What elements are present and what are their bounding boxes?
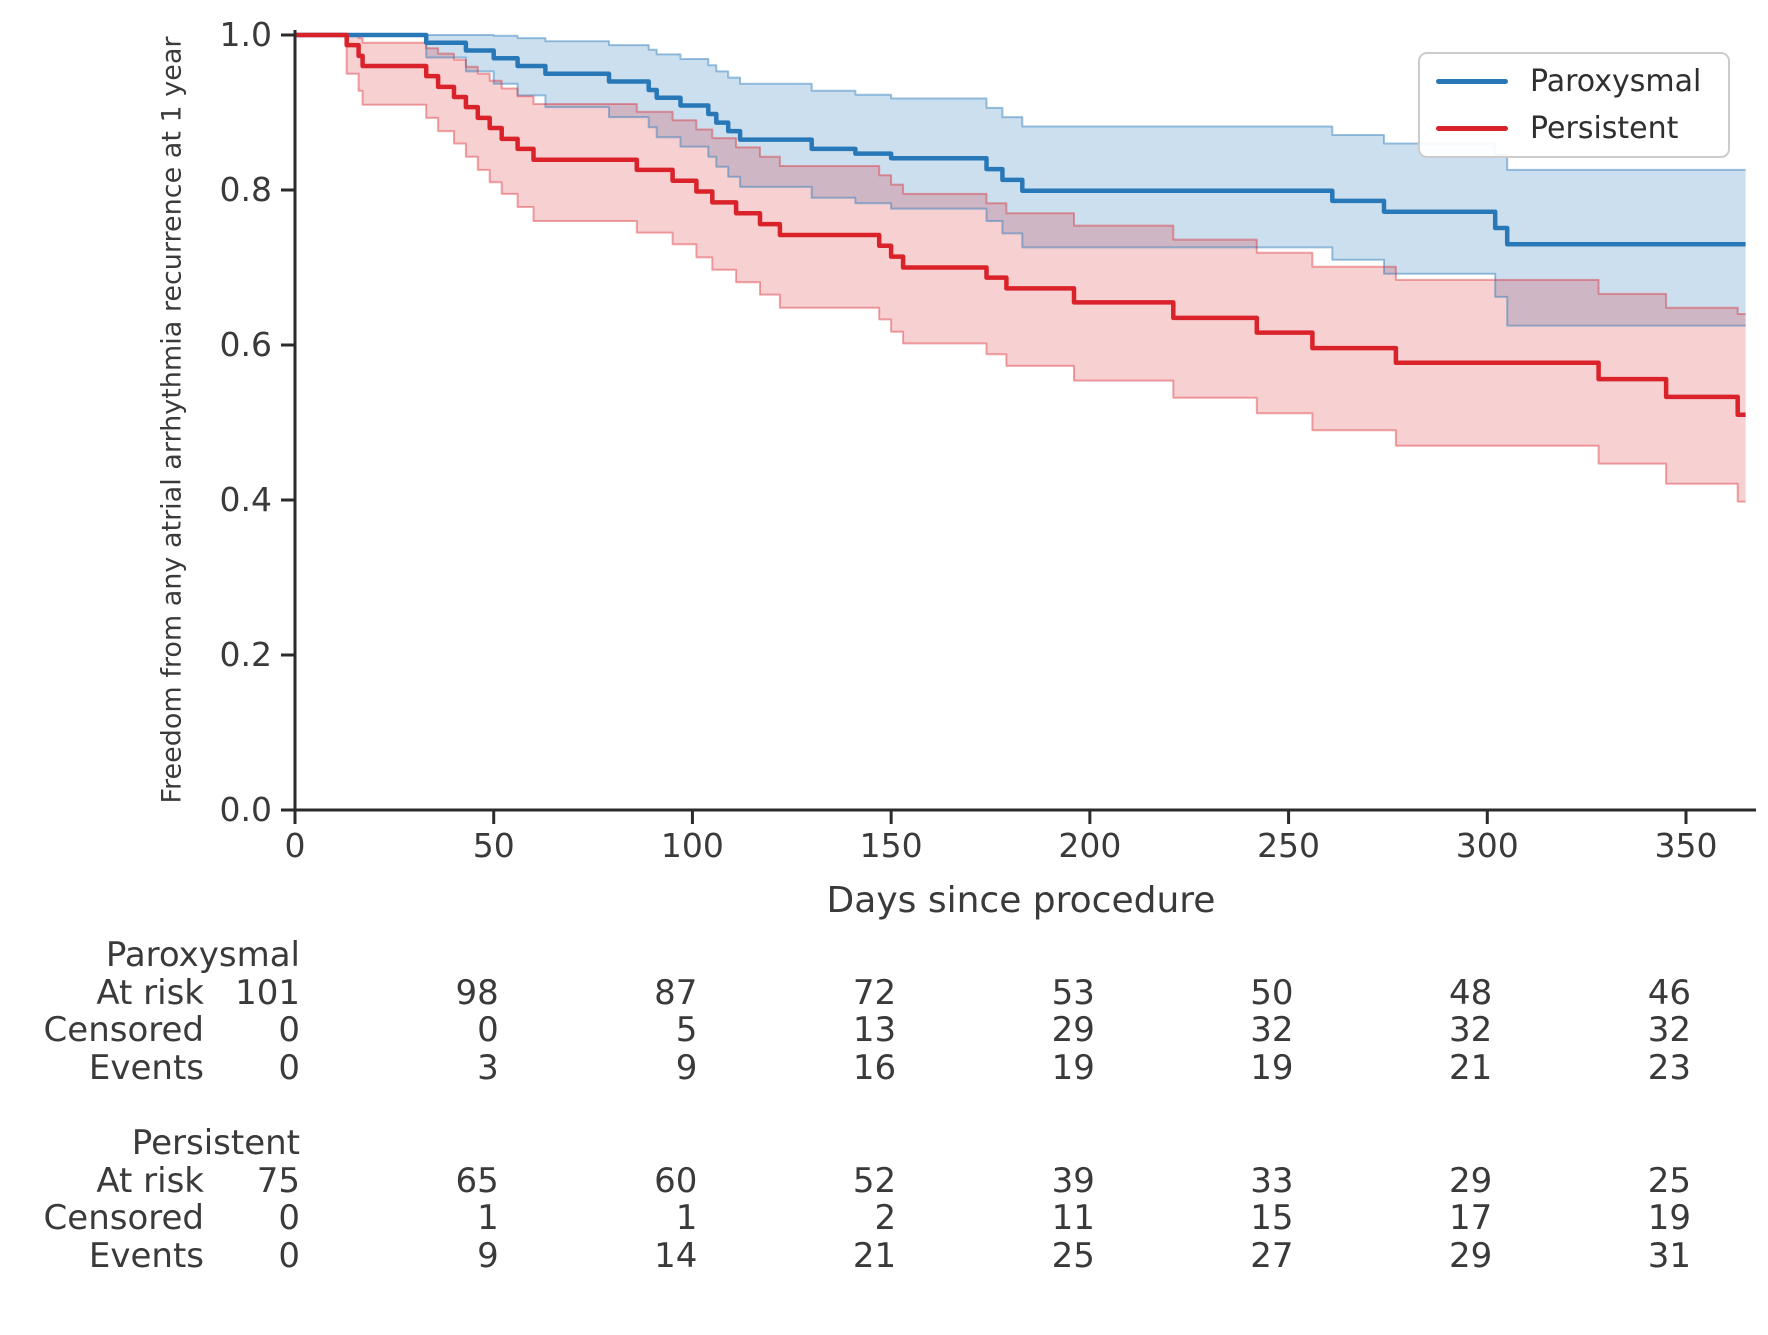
x-tick-label: 100 <box>660 826 724 865</box>
risk-table-value: 5 <box>675 1010 698 1050</box>
y-tick-label: 0.8 <box>219 170 272 209</box>
risk-table-value: 29 <box>1449 1235 1493 1276</box>
risk-table-value: 19 <box>1250 1047 1294 1088</box>
km-curve-paroxysmal <box>295 32 1746 247</box>
risk-row-label: At risk <box>96 972 204 1013</box>
risk-table-value: 46 <box>1647 972 1691 1013</box>
risk-table-value: 0 <box>278 1198 300 1238</box>
ci-band-persistent <box>295 35 1746 502</box>
risk-table-value: 29 <box>1051 1010 1095 1050</box>
risk-table-value: 87 <box>654 972 698 1013</box>
risk-table-value: 21 <box>1449 1047 1493 1088</box>
risk-table-value: 32 <box>1449 1010 1493 1050</box>
persistent-line-swatch <box>1436 126 1508 131</box>
risk-table-value: 19 <box>1051 1047 1095 1088</box>
y-tick-label: 0.2 <box>219 635 272 674</box>
risk-table-value: 19 <box>1647 1198 1691 1238</box>
risk-table-value: 0 <box>278 1235 300 1276</box>
ci-lower-edge-paroxysmal <box>295 34 1746 327</box>
x-tick-label: 0 <box>284 826 306 865</box>
y-tick-label: 1.0 <box>219 15 272 54</box>
risk-row-label: Events <box>88 1047 204 1088</box>
risk-table-value: 39 <box>1051 1160 1095 1201</box>
risk-table-value: 48 <box>1449 972 1493 1013</box>
risk-table-value: 11 <box>1051 1198 1095 1238</box>
x-tick-label: 200 <box>1058 826 1122 865</box>
risk-table-value: 72 <box>852 972 897 1013</box>
risk-table-value: 25 <box>1051 1235 1095 1276</box>
risk-table-value: 65 <box>455 1160 499 1201</box>
risk-table-value: 1 <box>477 1198 499 1238</box>
risk-group-name: Paroxysmal <box>105 935 300 975</box>
y-tick-label: 0.6 <box>219 325 272 364</box>
risk-table-value: 9 <box>477 1235 499 1276</box>
x-tick-label: 150 <box>859 826 923 865</box>
y-tick-label: 0.4 <box>219 480 272 519</box>
risk-table-value: 14 <box>654 1235 698 1276</box>
risk-table-value: 27 <box>1250 1235 1294 1276</box>
ci-lower-edge-persistent <box>295 34 1746 503</box>
y-tick-label: 0.0 <box>219 790 272 829</box>
risk-table-value: 32 <box>1250 1010 1294 1050</box>
legend-label-paroxysmal: Paroxysmal <box>1530 64 1702 99</box>
risk-row-label: Events <box>88 1235 204 1276</box>
risk-table-value: 1 <box>675 1198 698 1238</box>
legend: Paroxysmal Persistent <box>1418 52 1730 158</box>
risk-table-value: 98 <box>455 972 499 1013</box>
risk-table-value: 75 <box>256 1160 300 1201</box>
risk-table-value: 53 <box>1051 972 1095 1013</box>
risk-table-value: 2 <box>874 1198 897 1238</box>
risk-table-value: 13 <box>852 1010 897 1050</box>
risk-table-value: 33 <box>1250 1160 1294 1201</box>
legend-label-persistent: Persistent <box>1530 111 1679 146</box>
km-curve-persistent <box>295 32 1746 418</box>
risk-table-value: 15 <box>1250 1198 1294 1238</box>
risk-table-value: 60 <box>654 1160 698 1201</box>
x-tick-label: 50 <box>472 826 515 865</box>
risk-table-value: 16 <box>852 1047 897 1088</box>
x-tick-label: 300 <box>1455 826 1519 865</box>
y-axis-label: Freedom from any atrial arrhythmia recur… <box>156 36 188 804</box>
risk-table-value: 9 <box>675 1047 698 1088</box>
ci-upper-edge-persistent <box>295 34 1746 315</box>
x-axis-label: Days since procedure <box>826 880 1216 921</box>
risk-row-label: Censored <box>43 1010 204 1050</box>
risk-table-value: 0 <box>278 1047 300 1088</box>
legend-item-persistent: Persistent <box>1420 111 1728 146</box>
legend-item-paroxysmal: Paroxysmal <box>1420 64 1728 99</box>
risk-table-value: 3 <box>477 1047 499 1088</box>
risk-table-value: 31 <box>1647 1235 1691 1276</box>
risk-table-value: 0 <box>477 1010 499 1050</box>
risk-table-value: 50 <box>1250 972 1294 1013</box>
risk-table-value: 32 <box>1647 1010 1691 1050</box>
risk-table-value: 52 <box>852 1160 897 1201</box>
paroxysmal-line-swatch <box>1436 79 1508 84</box>
risk-table-value: 17 <box>1449 1198 1493 1238</box>
risk-table-value: 101 <box>235 972 300 1013</box>
risk-row-label: At risk <box>96 1160 204 1201</box>
risk-table-value: 23 <box>1647 1047 1691 1088</box>
risk-table-value: 0 <box>278 1010 300 1050</box>
ci-upper-edge-paroxysmal <box>295 34 1746 171</box>
risk-table-value: 29 <box>1449 1160 1493 1201</box>
risk-table-value: 25 <box>1647 1160 1691 1201</box>
risk-table-value: 21 <box>852 1235 897 1276</box>
x-tick-label: 250 <box>1257 826 1321 865</box>
risk-row-label: Censored <box>43 1198 204 1238</box>
x-tick-label: 350 <box>1654 826 1718 865</box>
risk-group-name: Persistent <box>131 1123 300 1163</box>
